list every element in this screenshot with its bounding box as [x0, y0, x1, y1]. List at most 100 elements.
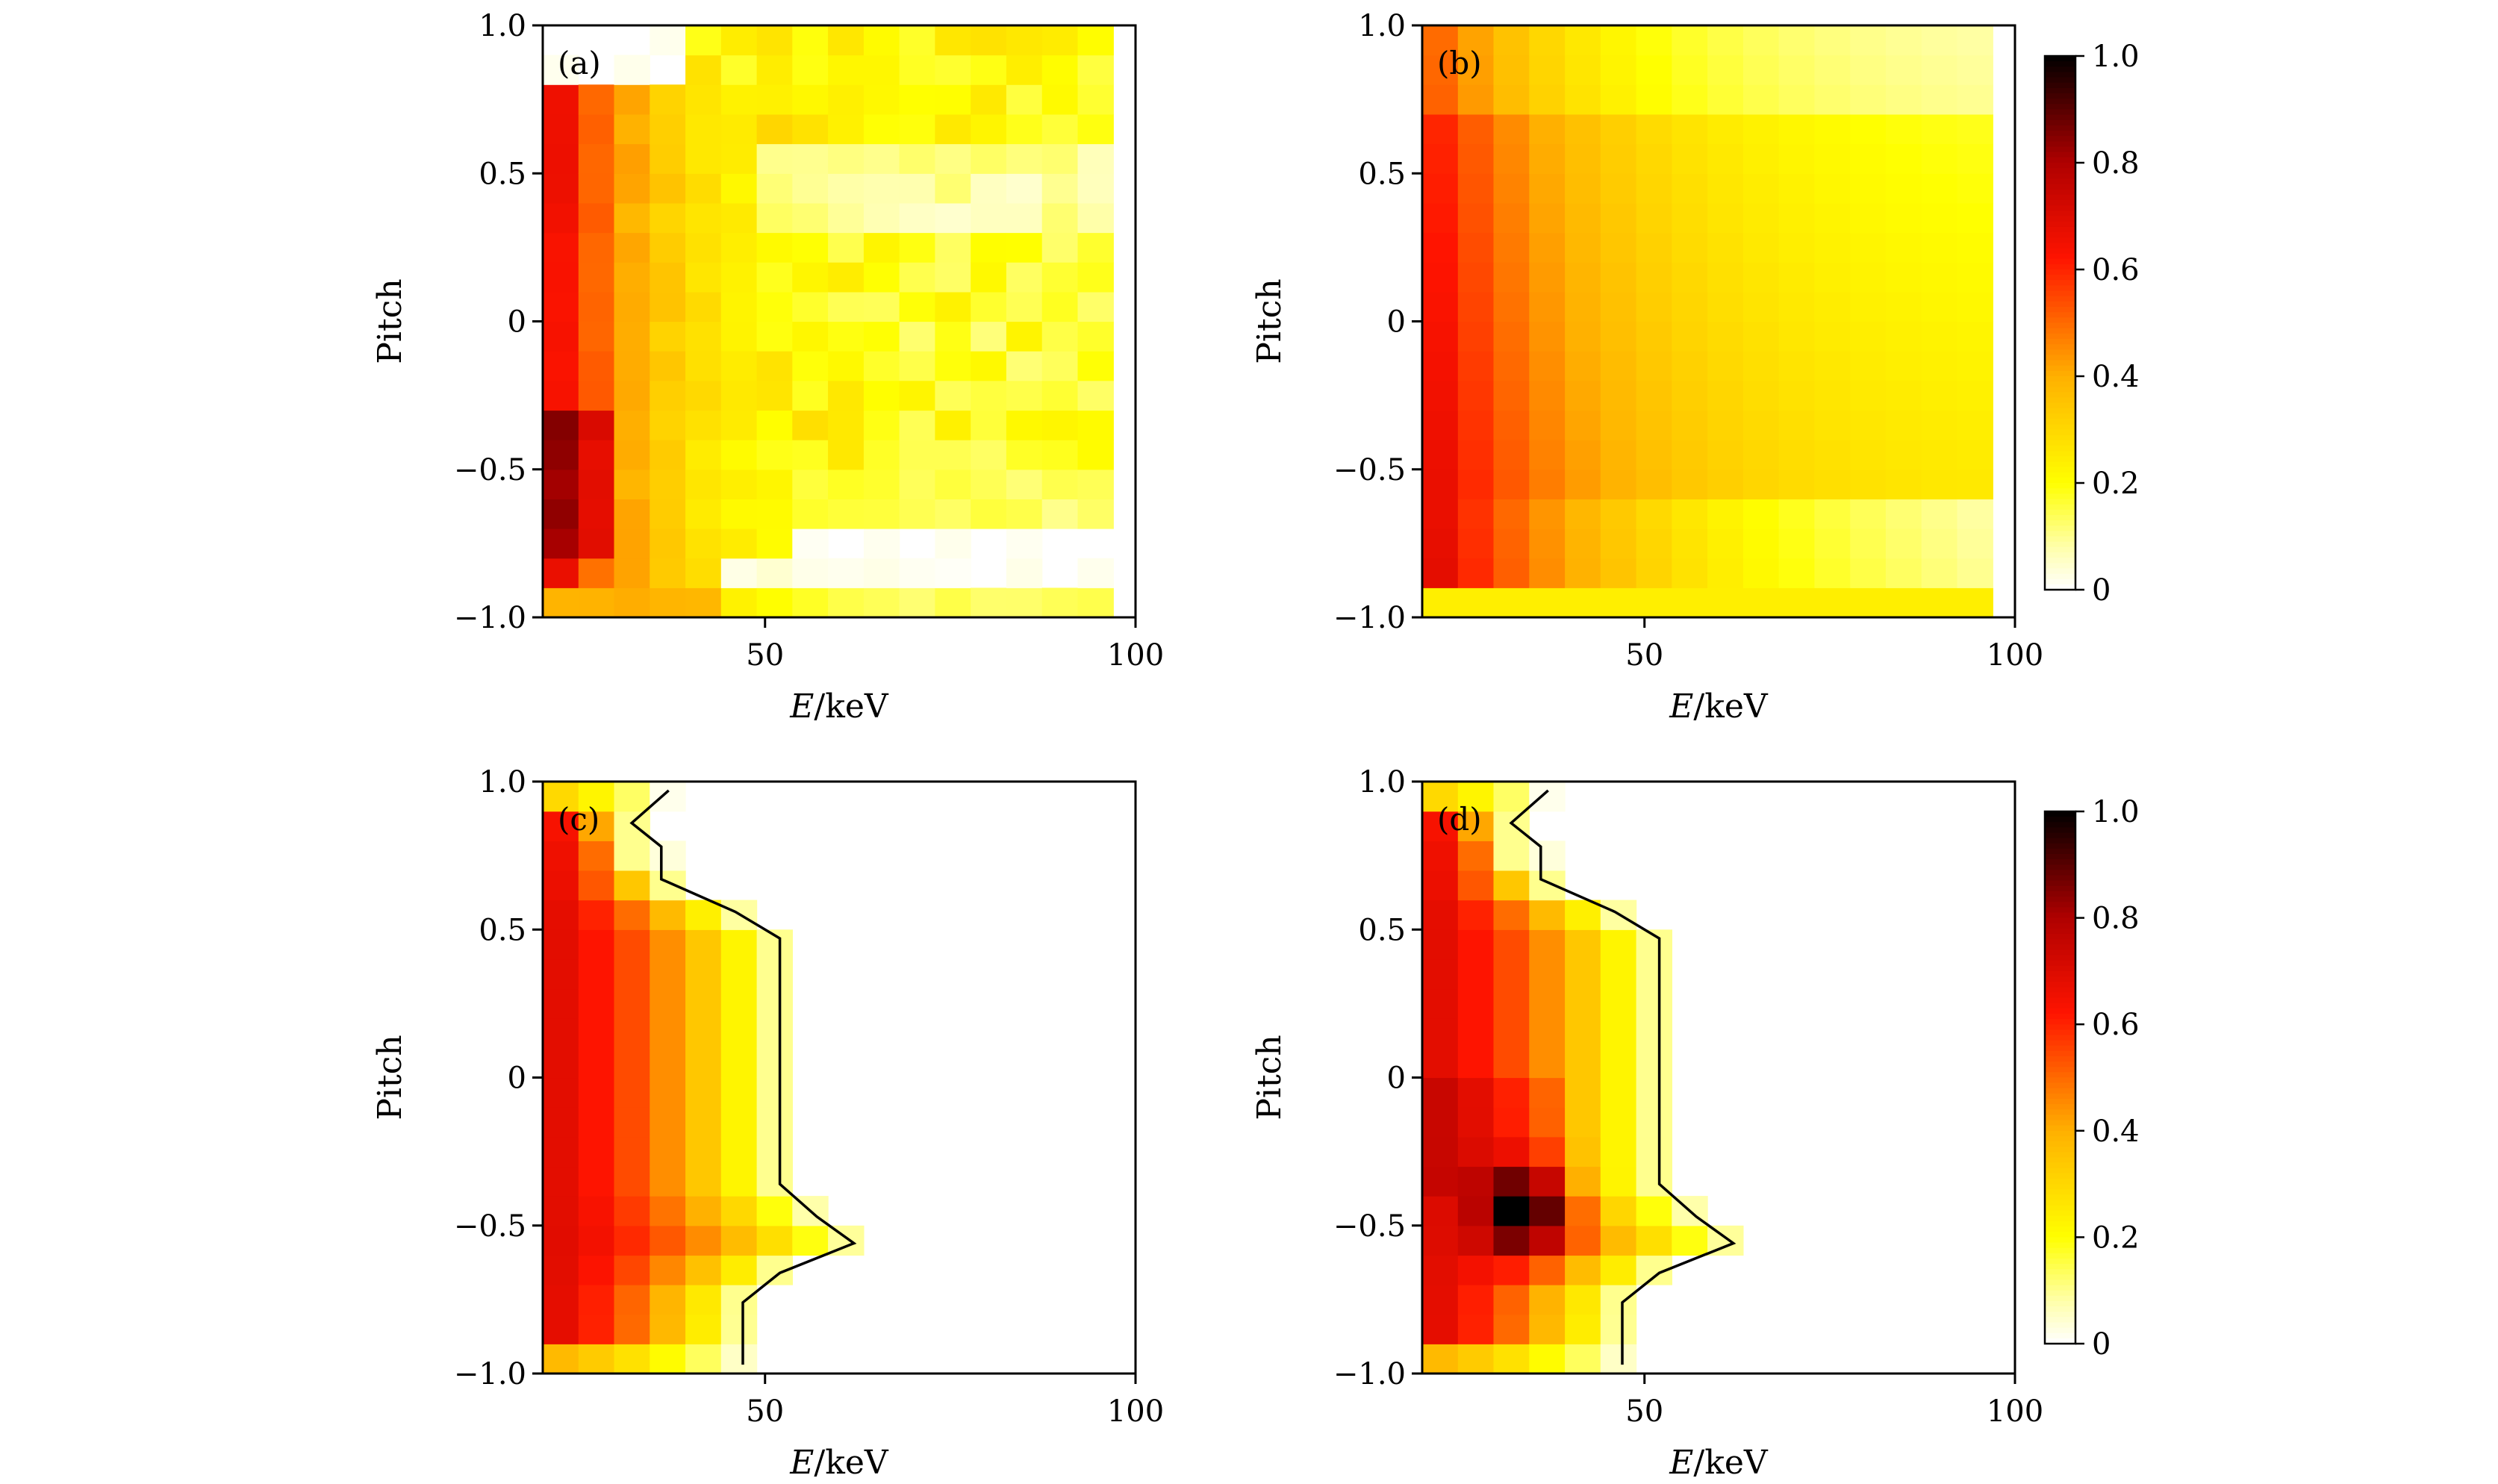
heatmap-cell [1493, 113, 1530, 145]
heatmap-cell [792, 84, 829, 115]
heatmap-cell [828, 54, 865, 85]
heatmap-cell [1600, 380, 1637, 411]
heatmap-cell [1742, 25, 1780, 56]
heatmap-cell [756, 380, 793, 411]
heatmap-cell [1814, 321, 1851, 352]
heatmap-cell [685, 1255, 722, 1285]
heatmap-cell [1422, 351, 1459, 381]
heatmap-cell [1493, 900, 1530, 930]
heatmap-cell [1814, 143, 1851, 174]
heatmap-cell [828, 84, 865, 115]
heatmap-cell [685, 262, 722, 293]
heatmap-cell [1921, 587, 1958, 618]
heatmap-cell [1814, 529, 1851, 559]
y-tick-label: −0.5 [1333, 1209, 1406, 1244]
colorbar-band [2045, 1035, 2075, 1041]
heatmap-cell [1921, 469, 1958, 499]
colorbar-band [2045, 387, 2075, 393]
heatmap-cell [1672, 469, 1708, 499]
heatmap-cell [1565, 143, 1601, 174]
heatmap-cell [543, 1136, 579, 1167]
heatmap-cell [650, 1314, 686, 1344]
heatmap-cell [1457, 558, 1495, 588]
heatmap-cell [935, 84, 971, 115]
colorbar-band [2045, 1269, 2075, 1275]
heatmap-cell [1778, 291, 1815, 322]
colorbar-band [2045, 461, 2075, 468]
heatmap-cell [935, 143, 971, 174]
colorbar-band [2045, 880, 2075, 887]
heatmap-cell [1814, 291, 1851, 322]
colorbar-band [2045, 509, 2075, 516]
y-tick-label: 0 [508, 1061, 526, 1096]
heatmap-cell [863, 143, 900, 174]
heatmap-cell [1493, 469, 1530, 499]
heatmap-cell [543, 410, 579, 440]
colorbar-frame [2043, 54, 2077, 591]
heatmap-cell [1006, 587, 1043, 618]
colorbar-band [2045, 173, 2075, 179]
heatmap-cell [1565, 1285, 1601, 1315]
heatmap-cell [1672, 54, 1708, 85]
heatmap-cell [863, 291, 900, 322]
heatmap-cell [1041, 232, 1079, 263]
heatmap-cell [1422, 1196, 1459, 1226]
heatmap-cell [1077, 291, 1114, 322]
heatmap-cell [1600, 1314, 1637, 1344]
heatmap-cell [1006, 54, 1043, 85]
colorbar-band [2045, 248, 2075, 255]
heatmap-cell [1885, 143, 1922, 174]
heatmap-cell [720, 173, 758, 204]
heatmap-cell [685, 1285, 722, 1315]
heatmap-cell [935, 380, 971, 411]
heatmap-cell [1422, 262, 1459, 293]
heatmap-cell [578, 143, 615, 174]
colorbar-band [2045, 1162, 2075, 1169]
colorbar-band [2045, 1184, 2075, 1190]
heatmap-cell [1077, 173, 1114, 204]
heatmap-cell [1778, 113, 1815, 145]
heatmap-cell [1778, 232, 1815, 263]
heatmap-cell [1636, 1225, 1672, 1256]
colorbar-tick-label: 0.2 [2092, 467, 2140, 501]
heatmap-cell [1493, 841, 1530, 871]
heatmap-cell [1422, 1047, 1459, 1079]
heatmap-cell [614, 410, 650, 440]
colorbar-band [2045, 178, 2075, 185]
heatmap-cell [1422, 529, 1459, 559]
heatmap-cell [1422, 958, 1459, 990]
heatmap-cell [863, 25, 900, 56]
heatmap-cell [578, 410, 615, 440]
colorbar-band [2045, 1173, 2075, 1179]
heatmap-cell [685, 54, 722, 85]
heatmap-cell [1493, 25, 1530, 56]
heatmap-cell [971, 202, 1007, 234]
colorbar-band [2045, 923, 2075, 929]
heatmap-cell [1636, 988, 1672, 1019]
heatmap-cell [828, 173, 865, 204]
colorbar-band [2045, 1104, 2075, 1110]
heatmap-cell [1885, 440, 1922, 470]
heatmap-cell [1636, 173, 1672, 204]
heatmap-cell [1672, 143, 1708, 174]
heatmap-cell [1636, 1136, 1672, 1167]
colorbar-band [2045, 1093, 2075, 1100]
heatmap-cell [1565, 499, 1601, 529]
heatmap-cell [1957, 291, 1993, 322]
heatmap-cell [899, 143, 935, 174]
heatmap-cell [1077, 143, 1114, 174]
heatmap-cell [899, 54, 935, 85]
heatmap-cell [685, 143, 722, 174]
heatmap-cell [756, 988, 793, 1019]
y-tick-label: −1.0 [454, 1357, 526, 1391]
colorbar-band [2045, 885, 2075, 892]
heatmap-cell [1493, 1285, 1530, 1315]
colorbar-band [2045, 104, 2075, 110]
heatmap-cell [543, 1344, 579, 1374]
heatmap-cell [1493, 529, 1530, 559]
heatmap-cell [685, 1107, 722, 1138]
heatmap-cell [1814, 587, 1851, 618]
heatmap-cell [650, 440, 686, 470]
heatmap-cell [650, 410, 686, 440]
heatmap-cell [650, 499, 686, 529]
